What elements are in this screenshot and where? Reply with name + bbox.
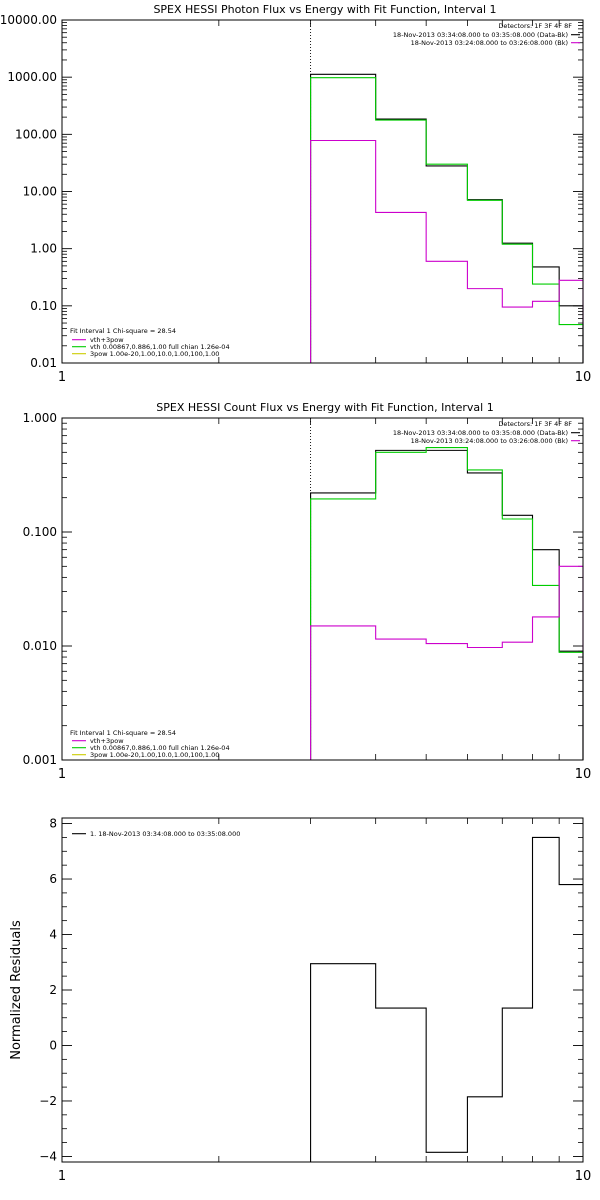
photon-flux-y-tick-label: 0.10 xyxy=(30,299,57,313)
photon-flux-panel: SPEX HESSI Photon Flux vs Energy with Fi… xyxy=(0,3,591,385)
residuals-y-axis-label: Normalized Residuals xyxy=(9,920,24,1060)
photon-flux-x-tick-label: 1 xyxy=(58,370,66,385)
photon-flux-y-tick-label: 100.00 xyxy=(15,127,57,141)
photon-flux-fit-entry-vth: vth 0.00867,0.886,1.00 full chian 1.26e-… xyxy=(90,343,230,351)
count-flux-series-2-line xyxy=(310,565,584,760)
photon-flux-legend-detectors: Detectors: 1F 3F 4F 8F 18-Nov-2013 03:34… xyxy=(393,22,580,47)
count-flux-y-tick-label: 0.001 xyxy=(23,753,57,767)
residuals-legend: 1. 18-Nov-2013 03:34:08.000 to 03:35:08.… xyxy=(72,830,240,838)
count-flux-fit-entry-3pow: 3pow 1.00e-20,1.00,10.0,1.00,100,1.00 xyxy=(90,751,219,759)
count-flux-legend-entry-data: 18-Nov-2013 03:34:08.000 to 03:35:08.000… xyxy=(393,429,568,437)
photon-flux-legend-entry-data: 18-Nov-2013 03:34:08.000 to 03:35:08.000… xyxy=(393,31,568,39)
residuals-y-tick-label: −4 xyxy=(39,1149,57,1163)
residuals-x-tick-label: 10 xyxy=(575,1169,592,1184)
photon-flux-x-tick-label: 10 xyxy=(575,370,592,385)
residuals-y-tick-label: 4 xyxy=(49,928,57,942)
count-flux-series-1-line xyxy=(310,447,584,760)
photon-flux-fit-entry-total: vth+3pow xyxy=(90,336,124,344)
residuals-y-tick-label: 0 xyxy=(49,1038,57,1052)
photon-flux-legend-header: Detectors: 1F 3F 4F 8F xyxy=(498,22,572,30)
count-flux-y-tick-label: 0.100 xyxy=(23,525,57,539)
residuals-y-tick-label: −2 xyxy=(39,1094,57,1108)
count-flux-legend-header: Detectors: 1F 3F 4F 8F xyxy=(498,420,572,428)
residuals-series-0-line xyxy=(310,836,583,1162)
count-flux-panel: SPEX HESSI Count Flux vs Energy with Fit… xyxy=(23,401,592,782)
residuals-x-tick-label: 1 xyxy=(58,1169,66,1184)
residuals-legend-entry: 1. 18-Nov-2013 03:34:08.000 to 03:35:08.… xyxy=(90,830,240,838)
photon-flux-y-tick-label: 1.00 xyxy=(30,242,57,256)
count-flux-title: SPEX HESSI Count Flux vs Energy with Fit… xyxy=(156,401,493,414)
photon-flux-y-tick-label: 10000.00 xyxy=(0,13,57,27)
count-flux-y-tick-label: 1.000 xyxy=(23,411,57,425)
photon-flux-fit-header: Fit Interval 1 Chi-square = 28.54 xyxy=(70,327,176,335)
residuals-plot-frame xyxy=(61,817,584,1163)
photon-flux-legend-fit: Fit Interval 1 Chi-square = 28.54 vth+3p… xyxy=(70,327,230,358)
photon-flux-series-2-line xyxy=(310,139,584,363)
photon-flux-y-tick-label: 10.00 xyxy=(23,185,57,199)
count-flux-x-tick-label: 1 xyxy=(58,767,66,782)
photon-flux-y-tick-label: 1000.00 xyxy=(7,70,57,84)
photon-flux-y-tick-label: 0.01 xyxy=(30,356,57,370)
count-flux-fit-entry-vth: vth 0.00867,0.886,1.00 full chian 1.26e-… xyxy=(90,744,230,752)
photon-flux-plot-area: 0.01 0.10 1.00 10.00 100.00 1000.00 10000.00 1 1… xyxy=(0,13,591,385)
photon-flux-plot-frame xyxy=(61,19,584,364)
residuals-panel: Normalized Residuals −4 −2 0 2 4 6 8 1 10 1. 18-… xyxy=(9,817,591,1184)
count-flux-x-tick-label: 10 xyxy=(575,767,592,782)
residuals-y-tick-label: 8 xyxy=(49,817,57,831)
residuals-y-tick-label: 6 xyxy=(49,872,57,886)
photon-flux-legend-entry-background: 18-Nov-2013 03:24:08.000 to 03:26:08.000… xyxy=(411,39,568,47)
residuals-plot-area: −4 −2 0 2 4 6 8 1 10 xyxy=(39,817,591,1184)
residuals-y-tick-label: 2 xyxy=(49,983,57,997)
count-flux-legend-fit: Fit Interval 1 Chi-square = 28.54 vth+3p… xyxy=(70,729,230,759)
photon-flux-series-1-line xyxy=(310,77,584,363)
count-flux-fit-entry-total: vth+3pow xyxy=(90,737,124,745)
photon-flux-title: SPEX HESSI Photon Flux vs Energy with Fi… xyxy=(153,3,496,16)
count-flux-fit-header: Fit Interval 1 Chi-square = 28.54 xyxy=(70,729,176,737)
count-flux-legend-entry-background: 18-Nov-2013 03:24:08.000 to 03:26:08.000… xyxy=(411,437,568,445)
count-flux-plot-area: 0.001 0.010 0.100 1.000 1 10 xyxy=(23,411,592,782)
photon-flux-fit-entry-3pow: 3pow 1.00e-20,1.00,10.0,1.00,100,1.00 xyxy=(90,350,219,358)
count-flux-plot-frame xyxy=(61,417,584,761)
count-flux-legend-detectors: Detectors: 1F 3F 4F 8F 18-Nov-2013 03:34… xyxy=(393,420,580,445)
count-flux-y-tick-label: 0.010 xyxy=(23,639,57,653)
